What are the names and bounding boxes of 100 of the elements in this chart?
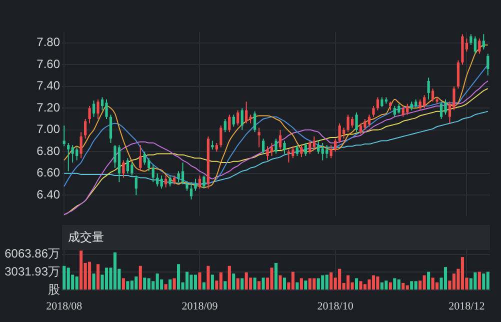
candlestick xyxy=(245,101,248,124)
bar xyxy=(253,278,256,290)
candlestick xyxy=(134,175,138,196)
candlestick xyxy=(194,178,197,192)
bar xyxy=(228,266,231,290)
candlestick xyxy=(474,36,476,54)
bar xyxy=(482,274,486,290)
bar xyxy=(88,262,92,290)
candlestick xyxy=(350,116,354,128)
candlestick xyxy=(198,175,202,190)
bar xyxy=(278,275,282,290)
bar xyxy=(168,279,172,290)
candlestick xyxy=(190,182,193,200)
bar xyxy=(372,275,375,290)
candlestick xyxy=(76,146,78,161)
bar xyxy=(92,274,96,290)
candlestick xyxy=(80,132,82,159)
y-tick-label: 股 xyxy=(48,282,60,296)
bar xyxy=(296,282,299,290)
bar xyxy=(147,278,150,290)
candlestick xyxy=(236,110,240,126)
bar xyxy=(291,272,294,290)
candlestick xyxy=(470,34,472,46)
candlestick xyxy=(96,98,100,120)
candlestick xyxy=(254,110,256,133)
y-tick-label: 7.40 xyxy=(36,78,60,93)
candlestick xyxy=(300,144,303,158)
candlestick xyxy=(160,175,163,190)
bar xyxy=(258,281,261,290)
bar xyxy=(330,272,333,290)
chart-title: 成交量 xyxy=(62,225,490,250)
bar xyxy=(66,268,70,290)
y-tick-label: 7.00 xyxy=(36,122,60,136)
bar xyxy=(206,266,210,290)
candlestick xyxy=(224,118,226,133)
bar xyxy=(274,262,278,290)
candlestick xyxy=(220,125,222,148)
candlestick xyxy=(232,114,235,128)
candlestick xyxy=(278,129,282,150)
bar xyxy=(402,282,405,290)
bar xyxy=(282,278,286,290)
candlestick xyxy=(105,98,108,120)
candlestick xyxy=(398,103,400,114)
bar xyxy=(240,278,244,290)
candlestick xyxy=(88,105,91,124)
candlestick xyxy=(334,138,337,152)
candlestick xyxy=(402,105,404,118)
candlestick xyxy=(317,140,320,154)
bar xyxy=(474,272,477,290)
bar xyxy=(104,268,108,290)
candlestick xyxy=(202,175,206,190)
candlestick xyxy=(139,144,142,172)
bar xyxy=(138,266,142,290)
bar xyxy=(304,280,308,290)
candlestick xyxy=(148,158,150,172)
bar xyxy=(164,284,168,290)
candlestick xyxy=(312,136,316,150)
candlestick xyxy=(486,53,490,76)
bar xyxy=(376,276,380,290)
candlestick xyxy=(326,144,328,159)
candlestick xyxy=(240,108,244,130)
candlestick xyxy=(482,34,485,50)
bar xyxy=(262,278,265,290)
candlestick xyxy=(359,122,362,135)
bar xyxy=(96,264,100,290)
candlestick xyxy=(126,158,129,174)
bar xyxy=(346,275,350,290)
bar xyxy=(224,281,227,290)
candlestick xyxy=(296,144,298,156)
x-tick-label: 2018/12 xyxy=(448,300,485,312)
bar xyxy=(194,274,198,290)
bar xyxy=(219,272,222,290)
bar xyxy=(368,279,371,290)
candlestick xyxy=(92,100,96,118)
bar xyxy=(126,281,130,290)
bar xyxy=(75,276,78,290)
candlestick xyxy=(427,77,430,100)
candlestick xyxy=(376,96,380,111)
bar xyxy=(80,250,83,290)
y-tick-label: 7.80 xyxy=(36,35,60,50)
candlestick xyxy=(355,112,358,133)
bar xyxy=(236,278,240,290)
candlestick xyxy=(321,142,324,161)
bar xyxy=(190,274,193,290)
bar xyxy=(431,278,434,290)
bar xyxy=(308,278,312,290)
bar xyxy=(460,257,464,290)
candlestick xyxy=(168,175,172,187)
y-tick-label: 7.20 xyxy=(36,100,60,114)
candlestick xyxy=(380,96,384,108)
bar xyxy=(198,272,202,290)
candlestick xyxy=(444,98,447,116)
bar xyxy=(300,278,303,290)
candlestick xyxy=(228,114,231,133)
candlestick xyxy=(431,88,434,102)
bar xyxy=(316,278,320,290)
bar xyxy=(422,275,426,290)
candlestick xyxy=(130,162,134,176)
candlestick xyxy=(109,114,112,144)
bar xyxy=(406,285,409,290)
